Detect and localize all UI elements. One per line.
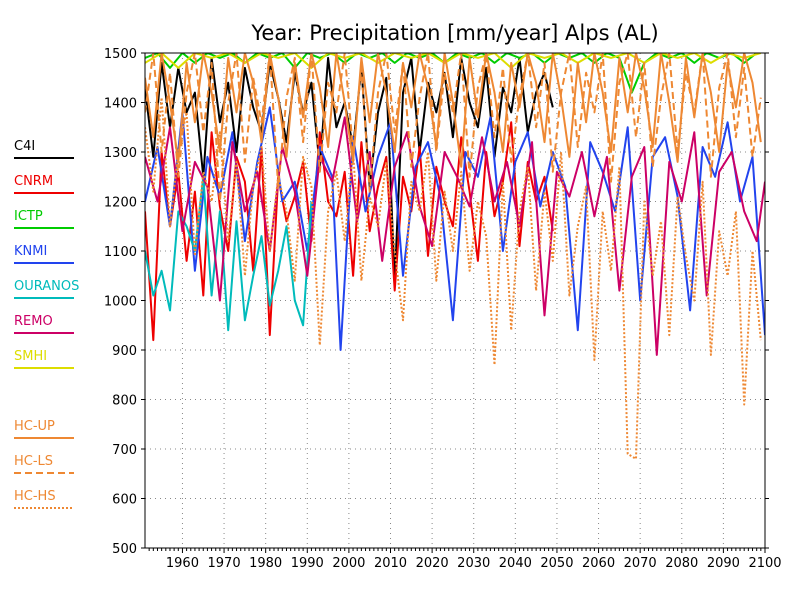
x-tick-label: 1970 [208,556,241,571]
series-line-hc-ls [145,53,762,203]
y-tick-label: 1000 [104,295,137,310]
x-tick-label: 2070 [624,556,657,571]
x-tick-label: 2080 [665,556,698,571]
y-tick-label: 1100 [104,245,137,260]
x-tick-label: 2050 [540,556,573,571]
y-tick-label: 700 [112,443,137,458]
x-tick-label: 1990 [291,556,324,571]
x-tick-label: 2100 [748,556,781,571]
y-tick-label: 900 [112,344,137,359]
x-tick-label: 2060 [582,556,615,571]
x-tick-label: 2030 [457,556,490,571]
y-tick-label: 1200 [104,196,137,211]
x-tick-label: 2010 [374,556,407,571]
legend-label-hc-ls: HC-LS [14,454,53,469]
legend-label-ouranos: OURANOS [14,279,79,294]
axis-ticks: 500 600 700 800 900 1000 1100 1200 1300 1400 1500 1… [104,47,782,571]
series-line-remo [145,116,765,356]
legend-label-smhi: SMHI [14,349,47,364]
y-tick-label: 800 [112,394,137,409]
legend-label-remo: REMO [14,314,53,329]
chart-title: Year: Precipitation [mm/year] Alps (AL) [250,21,658,45]
x-tick-label: 1980 [249,556,282,571]
legend: C4I CNRM ICTP KNMI OURANOS REMO SMHI HC-UP HC-LS… [14,139,79,509]
y-tick-label: 500 [112,542,137,557]
x-tick-label: 2090 [707,556,740,571]
y-tick-label: 1300 [104,146,137,161]
x-tick-label: 1960 [166,556,199,571]
series-line-hc-up [145,53,762,168]
x-tick-label: 2000 [332,556,365,571]
y-tick-label: 1400 [104,97,137,112]
x-tick-label: 2020 [416,556,449,571]
x-tick-label: 2040 [499,556,532,571]
series-lines [145,53,765,460]
series-line-c4i [145,56,554,282]
legend-label-hc-up: HC-UP [14,419,55,434]
y-tick-label: 600 [112,493,137,508]
series-line-knmi [145,106,765,351]
legend-label-knmi: KNMI [14,244,47,259]
series-line-hc-hs [145,96,762,460]
legend-label-ictp: ICTP [14,209,43,224]
legend-label-hc-hs: HC-HS [14,489,56,504]
legend-label-cnrm: CNRM [14,174,53,189]
legend-label-c4i: C4I [14,139,35,154]
y-tick-label: 1500 [104,47,137,62]
series-line-ouranos [145,175,313,332]
